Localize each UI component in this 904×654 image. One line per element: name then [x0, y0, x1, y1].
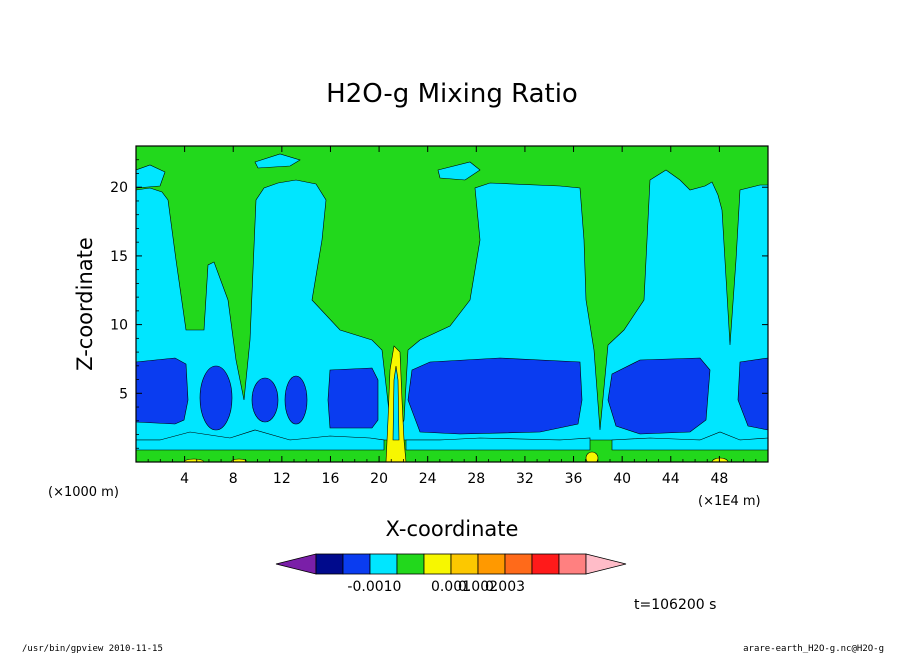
- chart-title: H2O-g Mixing Ratio: [326, 79, 578, 109]
- blob-blue-4: [284, 375, 308, 425]
- blob-blue-7: [607, 357, 711, 435]
- colorbar-tick-label: 0.003: [485, 579, 525, 595]
- blob-blue-1: [136, 357, 189, 425]
- colorbar-swatch: [504, 553, 533, 575]
- x-tick-label: 40: [613, 471, 631, 487]
- colorbar: [275, 553, 627, 575]
- y-tick-label: 10: [110, 318, 128, 334]
- colorbar-tick-label: 0: [393, 579, 402, 595]
- colorbar-tick-label: 0.001: [431, 579, 471, 595]
- y-axis: 5 10 15 20: [110, 159, 768, 449]
- x-tick-label: 48: [710, 471, 728, 487]
- time-label: t=106200 s: [634, 597, 716, 613]
- colorbar-swatch: [558, 553, 587, 575]
- colorbar-tick-label: -0.001: [347, 579, 392, 595]
- colorbar-swatch: [531, 553, 560, 575]
- region-cyan-top: [136, 164, 166, 189]
- blob-blue-5: [327, 367, 379, 429]
- colorbar-swatch: [423, 553, 452, 575]
- x-tick-label: 16: [322, 471, 340, 487]
- blob-blue-3: [251, 377, 279, 423]
- x-tick-label: 24: [419, 471, 437, 487]
- plume-cyan-core: [392, 365, 400, 441]
- x-axis: 4 8 12 16 20 24 28 32 36 40 44 48: [147, 146, 757, 487]
- x-unit-right: (×1E4 m): [698, 494, 761, 509]
- x-unit-left: (×1000 m): [48, 485, 119, 500]
- colorbar-extend-low: [275, 553, 317, 575]
- region-cyan: [136, 169, 768, 441]
- colorbar-swatch: [315, 553, 344, 575]
- y-tick-label: 15: [110, 249, 128, 265]
- x-tick-label: 32: [516, 471, 534, 487]
- bump-yellow-1: [183, 458, 205, 462]
- colorbar-extend-high: [585, 553, 627, 575]
- x-tick-label: 4: [180, 471, 189, 487]
- colorbar-tick-label: 0.002: [458, 579, 498, 595]
- x-tick-label: 36: [565, 471, 583, 487]
- contour-plot: [136, 146, 768, 462]
- colorbar-swatch: [477, 553, 506, 575]
- colorbar-swatch: [369, 553, 398, 575]
- footer-left: /usr/bin/gpview 2010-11-15: [22, 644, 163, 654]
- colorbar-swatch: [396, 553, 425, 575]
- region-cyan-top2: [437, 161, 481, 181]
- y-axis-title: Z-coordinate: [73, 237, 97, 371]
- x-tick-label: 20: [370, 471, 388, 487]
- x-tick-label: 44: [662, 471, 680, 487]
- bump-yellow-2: [230, 458, 248, 462]
- colorbar-swatch: [450, 553, 479, 575]
- region-cyan-bottom3: [611, 431, 768, 451]
- x-axis-title: X-coordinate: [386, 517, 519, 541]
- blob-blue-6: [407, 357, 583, 435]
- colorbar-swatch: [342, 553, 371, 575]
- blob-blue-8: [737, 357, 768, 431]
- bump-yellow-4: [711, 457, 729, 462]
- region-cyan-top3: [254, 153, 301, 169]
- x-tick-label: 8: [229, 471, 238, 487]
- bump-yellow-3: [585, 451, 599, 462]
- region-cyan-bottom2: [405, 437, 591, 451]
- y-tick-label: 5: [119, 386, 128, 402]
- x-tick-label: 28: [467, 471, 485, 487]
- footer-right: arare-earth_H2O-g.nc@H2O-g: [743, 644, 884, 654]
- x-tick-label: 12: [273, 471, 291, 487]
- region-cyan-bottom: [136, 429, 385, 451]
- blob-blue-2: [199, 365, 233, 431]
- y-tick-label: 20: [110, 180, 128, 196]
